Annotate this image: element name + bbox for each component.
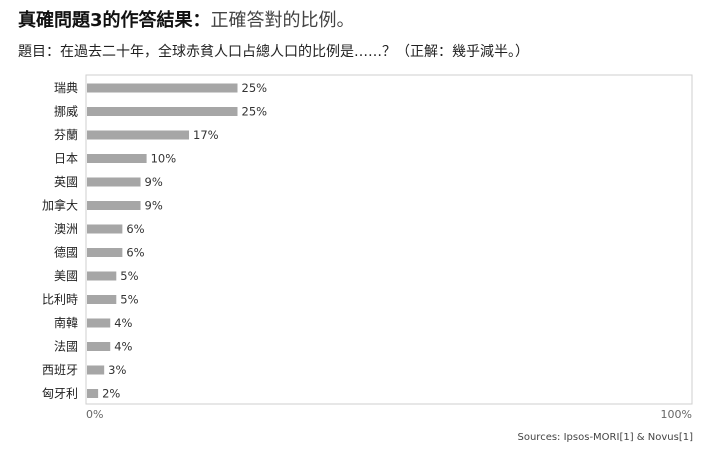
data-label: 6% — [126, 246, 144, 260]
category-label: 法國 — [54, 340, 78, 354]
title-bold: 真確問題3的作答結果： — [18, 10, 211, 31]
data-label: 25% — [242, 105, 268, 119]
bar — [87, 130, 190, 140]
category-label: 芬蘭 — [54, 128, 78, 142]
title-light: 正確答對的比例。 — [210, 10, 355, 31]
plot-frame — [85, 74, 693, 405]
category-label: 瑞典 — [54, 81, 78, 95]
x-tick-label: 100% — [661, 408, 692, 421]
data-label: 5% — [120, 293, 138, 307]
bar — [87, 318, 111, 328]
chart-subtitle: 題目：在過去二十年，全球赤貧人口占總人口的比例是……？（正解：幾乎減半。） — [18, 44, 529, 60]
category-label: 比利時 — [42, 293, 78, 307]
bar — [87, 271, 117, 281]
bar — [87, 342, 111, 351]
x-tick-label: 0% — [86, 408, 103, 421]
category-label: 德國 — [54, 245, 78, 260]
category-label: 日本 — [54, 152, 78, 166]
data-label: 4% — [114, 340, 132, 354]
bar — [87, 83, 238, 93]
bar — [87, 177, 141, 187]
bar — [87, 365, 105, 375]
data-label: 25% — [242, 81, 268, 95]
data-label: 5% — [120, 269, 138, 283]
source-note: Sources: Ipsos-MORI[1] & Novus[1] — [517, 432, 694, 443]
data-label: 10% — [151, 152, 177, 166]
data-label: 9% — [145, 175, 163, 189]
data-label: 2% — [102, 387, 120, 401]
data-label: 4% — [114, 316, 132, 330]
category-label: 加拿大 — [42, 198, 78, 213]
bar — [87, 201, 141, 210]
data-label: 6% — [126, 222, 144, 236]
data-label: 3% — [108, 363, 126, 377]
bar — [87, 107, 238, 116]
category-label: 英國 — [54, 175, 78, 189]
bar — [87, 224, 123, 234]
chart-title: 真確問題3的作答結果：正確答對的比例。 — [18, 9, 355, 33]
bar — [87, 248, 123, 257]
category-label: 挪威 — [54, 105, 78, 119]
category-label: 西班牙 — [42, 363, 78, 377]
category-label: 南韓 — [54, 315, 78, 330]
bar — [87, 154, 147, 163]
data-label: 9% — [145, 199, 163, 213]
category-label: 美國 — [54, 269, 78, 283]
category-label: 澳洲 — [54, 222, 78, 236]
data-label: 17% — [193, 128, 219, 142]
category-label: 匈牙利 — [42, 387, 78, 401]
bar — [87, 389, 99, 398]
bar — [87, 295, 117, 304]
